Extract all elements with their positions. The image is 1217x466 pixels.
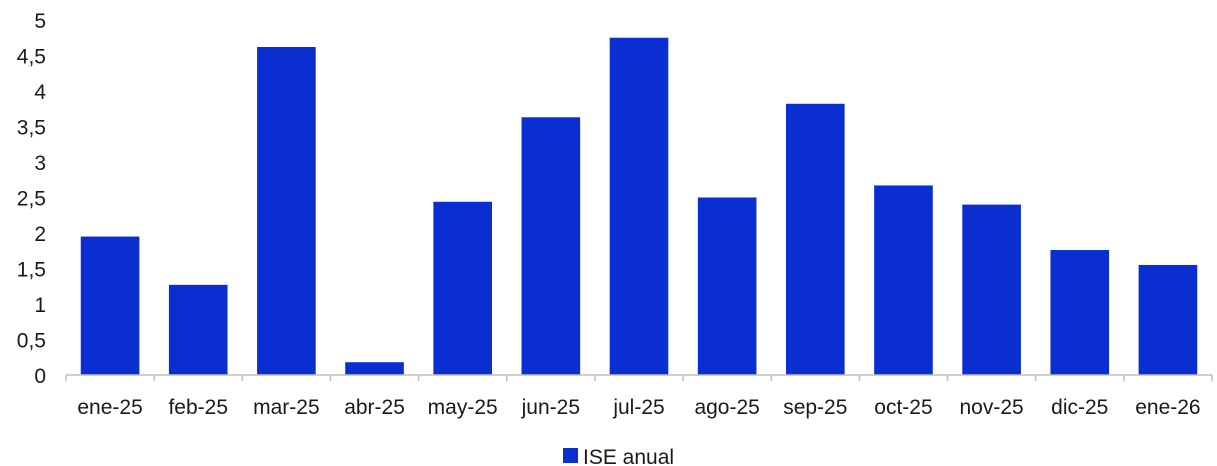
y-tick-label: 4,5	[17, 46, 46, 69]
bars	[81, 38, 1197, 375]
legend: ISE anual	[563, 446, 674, 466]
y-tick-label: 5	[34, 10, 46, 33]
bar-may-25	[433, 202, 492, 375]
x-tick-label: sep-25	[783, 396, 847, 419]
x-tick-label: ene-26	[1135, 396, 1200, 419]
bar-jun-25	[522, 117, 581, 375]
x-tick-label: feb-25	[168, 396, 228, 419]
bar-abr-25	[345, 362, 404, 375]
bar-sep-25	[786, 104, 845, 375]
x-tick-label: dic-25	[1051, 396, 1108, 419]
x-tick-label: mar-25	[253, 396, 320, 419]
y-tick-label: 4	[34, 81, 46, 104]
x-tick-label: abr-25	[344, 396, 405, 419]
y-tick-label: 1	[34, 294, 46, 317]
y-tick-label: 3,5	[17, 117, 46, 140]
bar-ene-25	[81, 237, 140, 375]
x-tick-label: jun-25	[521, 396, 580, 419]
legend-swatch	[563, 448, 578, 463]
bar-ago-25	[698, 198, 757, 376]
x-tick-label: jul-25	[612, 396, 664, 419]
x-tick-label: ago-25	[694, 396, 759, 419]
x-tick-label: may-25	[428, 396, 498, 419]
y-axis-ticks: 0 0,5 1 1,5 2 2,5 3 3,5 4 4,5 5	[17, 10, 47, 388]
x-axis-ticks: ene-25 feb-25 mar-25 abr-25 may-25 jun-25 jul-…	[66, 375, 1212, 419]
y-tick-label: 2	[34, 223, 46, 246]
y-tick-label: 3	[34, 152, 46, 175]
bar-mar-25	[257, 47, 316, 375]
bar-dic-25	[1050, 250, 1109, 375]
legend-label: ISE anual	[583, 446, 674, 466]
y-tick-label: 2,5	[17, 188, 46, 211]
bar-ene-26	[1139, 265, 1198, 375]
x-tick-label: oct-25	[874, 396, 932, 419]
x-tick-label: ene-25	[77, 396, 142, 419]
bar-nov-25	[962, 205, 1021, 375]
bar-jul-25	[610, 38, 669, 375]
x-tick-label: nov-25	[960, 396, 1024, 419]
bar-oct-25	[874, 185, 933, 375]
y-tick-label: 0,5	[17, 330, 46, 353]
bar-feb-25	[169, 285, 228, 375]
y-tick-label: 1,5	[17, 259, 46, 282]
y-tick-label: 0	[34, 365, 46, 388]
